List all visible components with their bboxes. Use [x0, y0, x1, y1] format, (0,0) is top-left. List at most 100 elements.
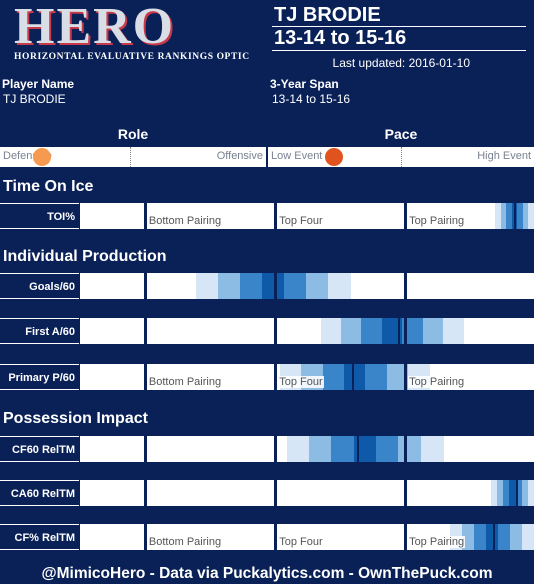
distribution-segment	[343, 364, 366, 390]
distribution-segment	[515, 480, 523, 506]
quartile-line	[143, 436, 147, 462]
quartile-line	[143, 524, 147, 550]
distribution-segment	[341, 318, 362, 344]
span-label: 3-Year Span	[270, 77, 339, 91]
metric-label: TOI%	[0, 203, 79, 229]
footer-credits: @MimicoHero - Data via Puckalytics.com -…	[41, 565, 493, 582]
distribution-segment	[381, 318, 403, 344]
quartile-label: Bottom Pairing	[147, 215, 223, 227]
hero-logo: HERO	[14, 0, 176, 55]
quartile-label: Bottom Pairing	[147, 376, 223, 388]
quartile-label: Top Four	[278, 536, 324, 548]
distribution-segment	[331, 436, 355, 462]
distribution-segment	[361, 318, 383, 344]
pace-right-label: High Event	[477, 150, 531, 162]
distribution-segment	[522, 524, 534, 550]
metric-label: Goals/60	[0, 273, 79, 299]
last-updated-date: 2016-01-10	[408, 56, 470, 70]
distribution-segment	[495, 203, 502, 229]
distribution-segment	[422, 318, 444, 344]
metric-bar	[80, 318, 534, 344]
quartile-line	[274, 524, 278, 550]
distribution-segment	[462, 524, 475, 550]
quartile-label: Top Four	[278, 376, 324, 388]
pace-midline	[401, 147, 402, 167]
heading-divider-2	[272, 50, 526, 51]
pace-marker	[324, 148, 343, 166]
distribution-segment	[503, 480, 510, 506]
distribution-segment	[500, 203, 507, 229]
distribution-segment	[474, 524, 487, 550]
section-title: Time On Ice	[3, 178, 94, 195]
quartile-label: Top Pairing	[408, 536, 466, 548]
player-name-label: Player Name	[2, 77, 75, 91]
median-marker	[513, 203, 516, 229]
distribution-segment	[521, 480, 529, 506]
quartile-line	[143, 273, 147, 299]
distribution-segment	[490, 480, 498, 506]
metric-label: CF60 RelTM	[0, 436, 79, 462]
distribution-segment	[517, 203, 524, 229]
metric-label: Primary P/60	[0, 364, 79, 390]
metric-bar: Bottom Pairing Top Four Top Pairing	[80, 364, 534, 390]
distribution-segment	[353, 436, 377, 462]
metric-bar	[80, 480, 534, 506]
span-heading: 13-14 to 15-16	[274, 27, 407, 49]
distribution-segment	[522, 203, 529, 229]
distribution-segment	[510, 524, 523, 550]
metric-bar: Bottom Pairing Top Four Top Pairing	[80, 203, 534, 229]
distribution-segment	[528, 203, 534, 229]
distribution-segment	[217, 273, 241, 299]
median-marker	[397, 318, 400, 344]
quartile-line	[404, 524, 408, 550]
quartile-label: Bottom Pairing	[147, 536, 223, 548]
distribution-segment	[386, 364, 409, 390]
distribution-segment	[195, 273, 219, 299]
quartile-line	[274, 203, 278, 229]
last-updated-label: Last updated:	[332, 56, 406, 70]
quartile-line	[143, 480, 147, 506]
pace-left-label: Low Event	[271, 150, 323, 162]
distribution-segment	[239, 273, 263, 299]
distribution-segment	[443, 318, 465, 344]
quartile-line	[274, 318, 278, 344]
quartile-line	[274, 480, 278, 506]
distribution-segment	[261, 273, 285, 299]
quartile-label: Top Pairing	[408, 215, 466, 227]
distribution-segment	[365, 364, 388, 390]
role-right-label: Offensive	[216, 150, 263, 162]
distribution-segment	[527, 480, 534, 506]
heading-divider	[272, 26, 526, 27]
quartile-line	[143, 364, 147, 390]
distribution-segment	[506, 203, 513, 229]
player-name-value: TJ BRODIE	[3, 92, 66, 106]
span-value: 13-14 to 15-16	[272, 92, 351, 106]
distribution-segment	[402, 318, 424, 344]
section-title: Possession Impact	[3, 410, 148, 427]
distribution-segment	[283, 273, 307, 299]
section-title: Individual Production	[3, 248, 167, 265]
metric-bar: Bottom Pairing Top Four Top Pairing	[80, 524, 534, 550]
metric-label: CA60 RelTM	[0, 480, 79, 506]
metric-label: First A/60	[0, 318, 79, 344]
pace-title: Pace	[384, 126, 418, 142]
pace-scale: Low Event High Event	[268, 147, 534, 167]
role-midline	[130, 147, 131, 167]
distribution-segment	[498, 524, 511, 550]
distribution-segment	[328, 273, 351, 299]
distribution-segment	[486, 524, 499, 550]
quartile-line	[404, 364, 408, 390]
quartile-line	[274, 273, 278, 299]
median-marker	[352, 364, 355, 390]
distribution-segment	[497, 480, 504, 506]
quartile-line	[404, 480, 408, 506]
distribution-segment	[320, 318, 342, 344]
median-marker	[356, 436, 359, 462]
last-updated: Last updated: 2016-01-10	[333, 56, 470, 70]
metric-label: CF% RelTM	[0, 524, 79, 550]
quartile-line	[143, 318, 147, 344]
role-title: Role	[117, 126, 149, 142]
distribution-segment	[376, 436, 399, 462]
quartile-line	[274, 364, 278, 390]
distribution-segment	[398, 436, 422, 462]
